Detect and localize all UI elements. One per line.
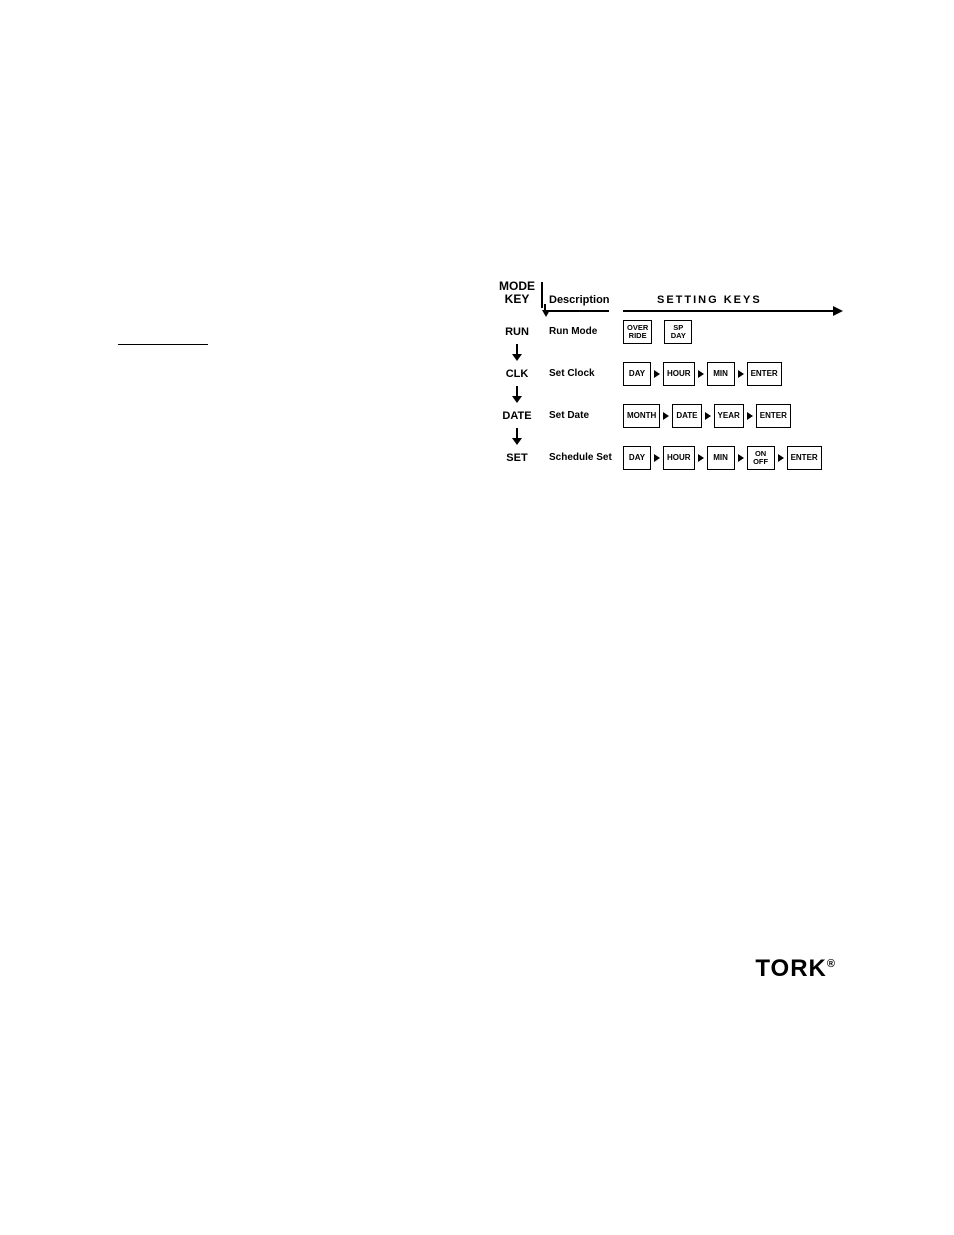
key-sequence: DAY HOUR MIN ENTER (623, 362, 782, 386)
setting-keys-underline (623, 310, 835, 312)
row-description: Set Date (549, 410, 589, 421)
flow-diagram: MODE KEY Description SETTING KEYS RUN Run… (495, 280, 847, 488)
right-arrow-icon (747, 412, 753, 420)
key-box: SPDAY (664, 320, 692, 344)
diagram-row: DATE Set Date MONTH DATE YEAR ENTER (495, 404, 847, 446)
key-sequence: DAY HOUR MIN ONOFF ENTER (623, 446, 822, 470)
key-box: HOUR (663, 446, 695, 470)
key-label: ENTER (751, 370, 778, 378)
right-arrow-icon (698, 370, 704, 378)
key-label: RIDE (627, 332, 648, 340)
key-box: OVERRIDE (623, 320, 652, 344)
row-description: Schedule Set (549, 452, 612, 463)
key-label: DAY (627, 370, 647, 378)
right-arrow-icon (705, 412, 711, 420)
mode-key-line2: KEY (505, 292, 530, 306)
key-box: YEAR (714, 404, 744, 428)
key-box: HOUR (663, 362, 695, 386)
down-arrow-head-icon (512, 396, 522, 403)
diagram-row: CLK Set Clock DAY HOUR MIN ENTER (495, 362, 847, 404)
key-label: DATE (676, 412, 697, 420)
key-box: ENTER (747, 362, 782, 386)
mode-key-line1: MODE (499, 279, 535, 293)
diagram-row: SET Schedule Set DAY HOUR MIN ONOFF ENTER (495, 446, 847, 488)
registered-mark: ® (827, 958, 836, 970)
brand-logo: TORK® (755, 955, 836, 983)
diagram-header-row: MODE KEY Description SETTING KEYS (495, 280, 847, 320)
key-sequence: MONTH DATE YEAR ENTER (623, 404, 791, 428)
right-arrow-icon (654, 454, 660, 462)
mode-name: CLK (495, 368, 539, 380)
key-label: MIN (711, 454, 731, 462)
key-box: DATE (672, 404, 701, 428)
right-arrow-icon (778, 454, 784, 462)
key-label: HOUR (667, 454, 691, 462)
key-box: MONTH (623, 404, 660, 428)
key-label: ENTER (760, 412, 787, 420)
mode-name: DATE (495, 410, 539, 422)
mode-key-divider (541, 282, 543, 308)
row-description: Run Mode (549, 326, 597, 337)
right-arrow-icon (663, 412, 669, 420)
description-underline (549, 310, 609, 312)
down-arrow-head-icon (512, 438, 522, 445)
right-arrow-icon (738, 370, 744, 378)
key-label: DAY (627, 454, 647, 462)
key-box: DAY (623, 362, 651, 386)
diagram-rows: RUN Run Mode OVERRIDE SPDAY CLK Set Clock DAY H… (495, 320, 847, 488)
mode-name: RUN (495, 326, 539, 338)
page: MODE KEY Description SETTING KEYS RUN Run… (0, 0, 954, 1235)
diagram-row: RUN Run Mode OVERRIDE SPDAY (495, 320, 847, 362)
key-box: DAY (623, 446, 651, 470)
key-label: HOUR (667, 370, 691, 378)
key-label: MONTH (627, 412, 656, 420)
key-sequence: OVERRIDE SPDAY (623, 320, 692, 344)
right-arrow-icon (698, 454, 704, 462)
key-box: ENTER (756, 404, 791, 428)
mode-name: SET (495, 452, 539, 464)
row-description: Set Clock (549, 368, 595, 379)
right-arrow-icon (654, 370, 660, 378)
description-header: Description (549, 294, 610, 306)
left-column-rule (118, 344, 208, 345)
key-box: ONOFF (747, 446, 775, 470)
key-label: OFF (751, 458, 771, 466)
key-box: MIN (707, 446, 735, 470)
key-label: ENTER (791, 454, 818, 462)
brand-name: TORK (755, 955, 827, 982)
right-arrow-icon (738, 454, 744, 462)
key-label: MIN (711, 370, 731, 378)
key-box: ENTER (787, 446, 822, 470)
mode-key-header: MODE KEY (495, 280, 539, 306)
down-arrow-head-icon (512, 354, 522, 361)
key-box: MIN (707, 362, 735, 386)
key-label: DAY (668, 332, 688, 340)
key-label: YEAR (718, 412, 740, 420)
setting-keys-header: SETTING KEYS (657, 294, 762, 306)
setting-keys-arrowhead-icon (833, 306, 843, 316)
